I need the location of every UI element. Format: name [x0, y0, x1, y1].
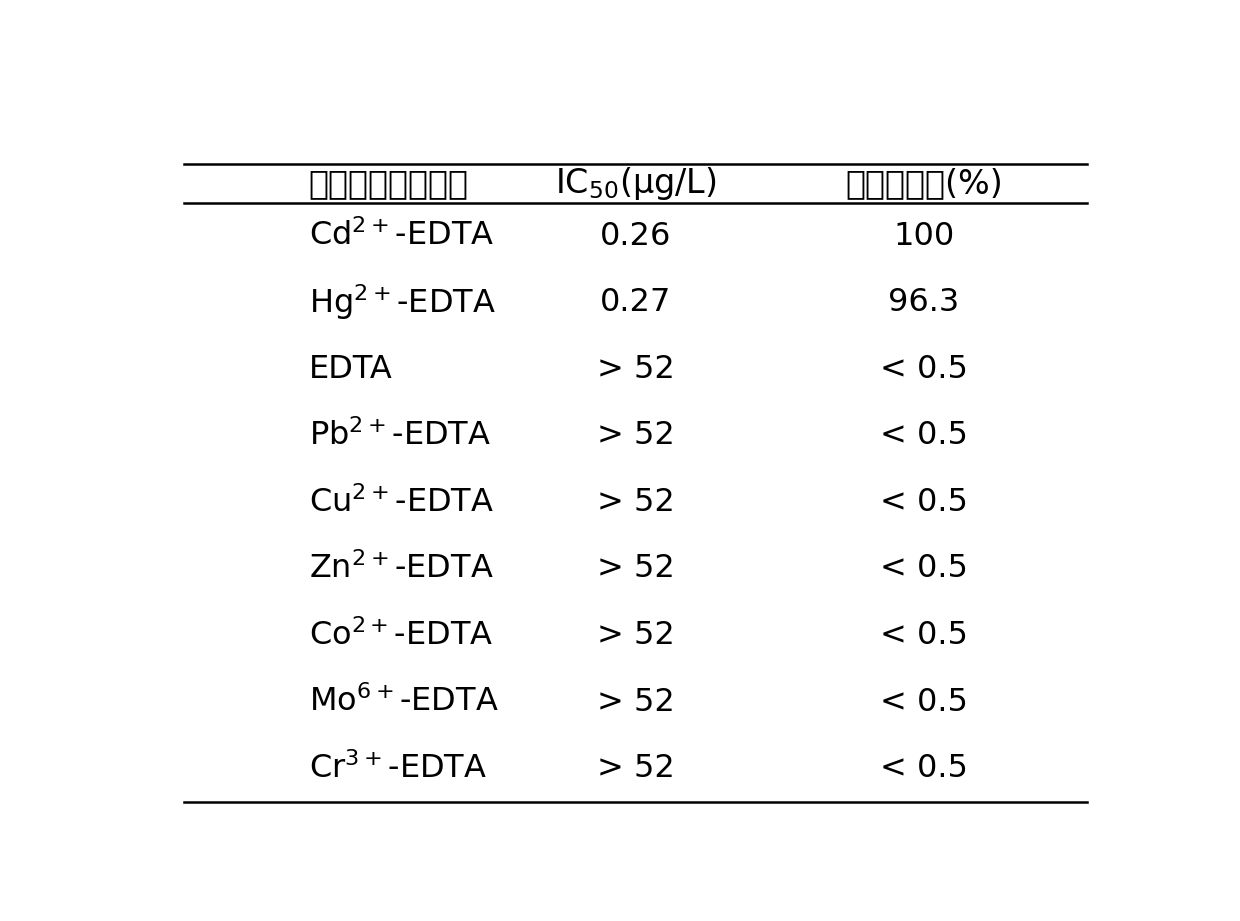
Text: IC$_{50}$(μg/L): IC$_{50}$(μg/L): [554, 165, 717, 202]
Text: > 52: > 52: [596, 620, 675, 651]
Text: Hg$^{2+}$-EDTA: Hg$^{2+}$-EDTA: [309, 283, 496, 322]
Text: 交叉反应率(%): 交叉反应率(%): [844, 167, 1003, 200]
Text: 0.26: 0.26: [600, 220, 671, 251]
Text: < 0.5: < 0.5: [880, 620, 967, 651]
Text: > 52: > 52: [596, 420, 675, 451]
Text: Cd$^{2+}$-EDTA: Cd$^{2+}$-EDTA: [309, 219, 494, 252]
Text: EDTA: EDTA: [309, 354, 393, 385]
Text: > 52: > 52: [596, 354, 675, 385]
Text: 重金属离子螯合剂: 重金属离子螯合剂: [309, 167, 469, 200]
Text: < 0.5: < 0.5: [880, 686, 967, 717]
Text: > 52: > 52: [596, 753, 675, 784]
Text: > 52: > 52: [596, 554, 675, 585]
Text: < 0.5: < 0.5: [880, 420, 967, 451]
Text: < 0.5: < 0.5: [880, 354, 967, 385]
Text: Mo$^{6+}$-EDTA: Mo$^{6+}$-EDTA: [309, 686, 498, 718]
Text: 0.27: 0.27: [600, 287, 671, 318]
Text: < 0.5: < 0.5: [880, 554, 967, 585]
Text: Zn$^{2+}$-EDTA: Zn$^{2+}$-EDTA: [309, 553, 494, 585]
Text: < 0.5: < 0.5: [880, 753, 967, 784]
Text: Cu$^{2+}$-EDTA: Cu$^{2+}$-EDTA: [309, 486, 494, 519]
Text: < 0.5: < 0.5: [880, 487, 967, 518]
Text: Pb$^{2+}$-EDTA: Pb$^{2+}$-EDTA: [309, 419, 491, 452]
Text: Cr$^{3+}$-EDTA: Cr$^{3+}$-EDTA: [309, 752, 487, 785]
Text: 100: 100: [893, 220, 955, 251]
Text: 96.3: 96.3: [888, 287, 960, 318]
Text: Co$^{2+}$-EDTA: Co$^{2+}$-EDTA: [309, 619, 494, 652]
Text: > 52: > 52: [596, 487, 675, 518]
Text: > 52: > 52: [596, 686, 675, 717]
